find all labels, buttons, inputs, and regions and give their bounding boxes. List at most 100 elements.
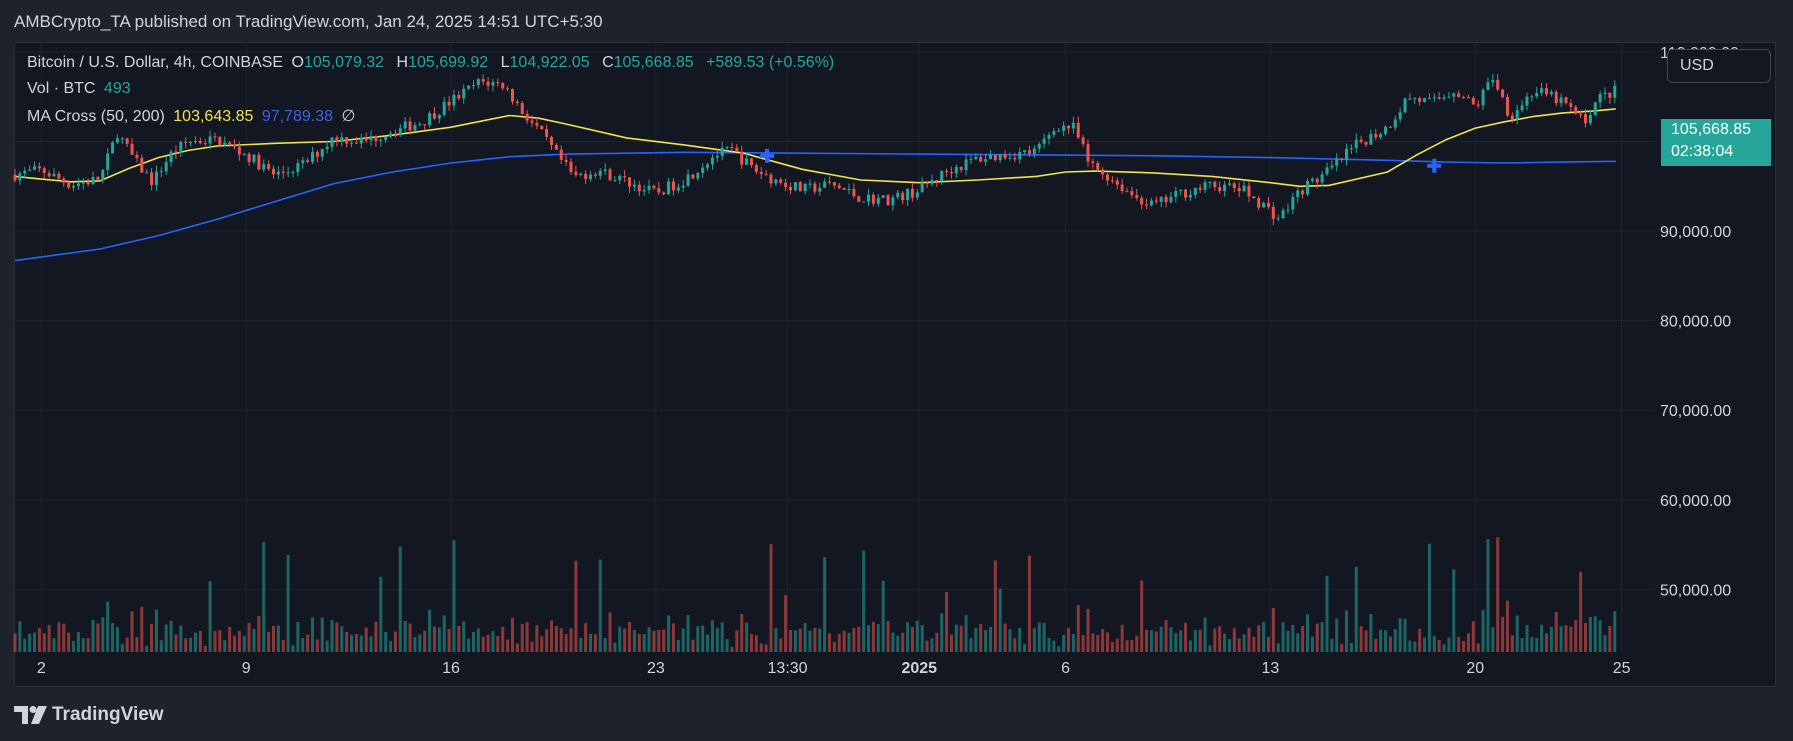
volume-bar (862, 550, 866, 652)
volume-bar (954, 624, 958, 652)
volume-bar (481, 636, 485, 652)
candle-body (637, 184, 641, 192)
candle-body (267, 164, 271, 169)
open-label: O (291, 54, 304, 71)
volume-bar (1115, 638, 1119, 652)
candle-body (1193, 187, 1197, 195)
bar-countdown: 02:38:04 (1671, 143, 1734, 160)
volume-bar (1447, 637, 1451, 652)
volume-bar (1593, 616, 1597, 652)
candle-body (384, 136, 388, 140)
low-label: L (500, 54, 510, 71)
candle-body (1423, 98, 1427, 102)
volume-bar (959, 625, 963, 652)
candle-body (1174, 190, 1178, 197)
volume-bar (1291, 624, 1295, 652)
volume-bar (354, 633, 358, 652)
y-tick-label: 90,000.00 (1660, 224, 1731, 241)
volume-bar (1052, 640, 1056, 652)
volume-bar (998, 588, 1002, 652)
volume-bar (476, 628, 480, 652)
volume-bar (1320, 621, 1324, 652)
volume-bar (603, 638, 607, 652)
volume-bar (496, 636, 500, 652)
volume-bar (315, 639, 319, 652)
volume-bar (452, 540, 456, 652)
candle-body (686, 174, 690, 186)
volume-bar (915, 620, 919, 652)
candle-body (852, 188, 856, 197)
volume-bar (1305, 614, 1310, 652)
candle-body (1023, 150, 1027, 152)
volume-bar (1364, 630, 1368, 652)
candle-body (1554, 91, 1558, 104)
candle-body (335, 137, 339, 142)
candle-body (725, 147, 729, 149)
volume-bar (1188, 640, 1192, 652)
ma-fast-line (14, 108, 1616, 188)
tradingview-footer[interactable]: TradingView (14, 704, 164, 726)
legend-symbol[interactable]: Bitcoin / U.S. Dollar, 4h, COINBASE (27, 54, 284, 71)
volume-bar (57, 622, 61, 652)
candle-body (340, 137, 344, 142)
volume-bar (667, 615, 671, 652)
currency-button[interactable]: USD (1667, 49, 1771, 83)
candle-body (247, 153, 251, 162)
volume-bar (710, 620, 714, 652)
candle-body (652, 185, 656, 189)
candle-body (964, 159, 968, 170)
candle-body (1208, 181, 1212, 183)
candle-body (974, 156, 978, 160)
legend-ma-cross[interactable]: MA Cross (50, 200) 103,643.85 97,789.38 … (27, 106, 359, 126)
candle-body (389, 133, 393, 137)
volume-bar (154, 609, 158, 652)
candle-body (515, 101, 519, 104)
volume-bar (1281, 622, 1285, 652)
candle-body (252, 154, 256, 162)
candle-body (671, 181, 675, 191)
volume-bar (135, 637, 139, 652)
candle-body (867, 194, 871, 202)
candle-body (120, 138, 124, 140)
candle-body (52, 173, 56, 177)
volume-bar (857, 626, 861, 652)
volume-bar (125, 637, 129, 652)
candle-body (47, 173, 51, 177)
volume-bar (384, 631, 388, 652)
volume-bar (1066, 627, 1071, 652)
candle-body (306, 160, 310, 162)
candle-body (1066, 125, 1071, 129)
chart-panel[interactable] (14, 42, 1776, 687)
candle-body (1276, 218, 1280, 220)
volume-bar (652, 630, 656, 652)
candle-body (642, 189, 646, 192)
ma-slow-line (14, 151, 1616, 262)
candle-body (1510, 115, 1514, 120)
volume-bar (1232, 628, 1236, 652)
close-value: 105,668.85 (613, 54, 694, 71)
candle-body (1145, 204, 1149, 206)
candle-body (1188, 194, 1192, 198)
candle-body (920, 182, 924, 193)
candle-body (447, 101, 451, 106)
candle-body (1466, 97, 1470, 99)
candle-body (1505, 97, 1509, 116)
volume-bar (267, 631, 271, 652)
volume-bar (1271, 608, 1275, 652)
candle-body (1310, 178, 1314, 181)
volume-bar (1252, 636, 1256, 652)
candle-body (901, 192, 905, 201)
candle-body (1349, 148, 1353, 150)
candle-body (125, 138, 129, 144)
legend-volume[interactable]: Vol · BTC 493 (27, 80, 135, 98)
candle-body (1447, 96, 1451, 98)
volume-bar (1520, 637, 1524, 652)
candle-body (715, 155, 719, 158)
candle-body (111, 142, 115, 154)
volume-bar (379, 576, 383, 652)
volume-bar (891, 632, 895, 652)
volume-bar (1086, 608, 1090, 652)
volume-bar (301, 637, 305, 652)
candle-body (1413, 97, 1417, 99)
